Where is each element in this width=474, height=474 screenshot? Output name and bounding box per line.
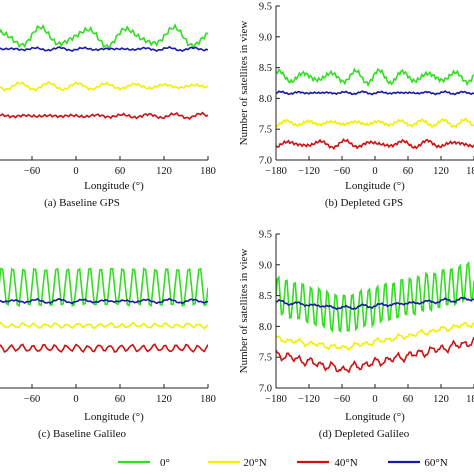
y-tick-label: 7.5 — [259, 353, 272, 364]
y-axis-label: Number of satellites in view — [238, 21, 250, 146]
series-line-c40 — [0, 343, 208, 353]
series-line-c0 — [276, 260, 474, 334]
x-tick-label: −60 — [24, 394, 40, 405]
series-line-c60 — [276, 89, 474, 96]
x-tick-label: 0 — [372, 394, 377, 405]
series-line-c0 — [276, 67, 474, 88]
panel-caption: (b) Depleted GPS — [325, 197, 403, 209]
y-tick-label: 8.5 — [259, 63, 272, 74]
x-tick-label: 180 — [466, 166, 474, 177]
x-axis-label: Longitude (°) — [345, 411, 405, 423]
x-tick-label: −60 — [24, 166, 40, 177]
series-line-c20 — [276, 321, 474, 352]
x-tick-label: 120 — [156, 394, 172, 405]
legend-label: 60°N — [424, 457, 447, 469]
y-tick-label: 7.5 — [259, 125, 272, 136]
panel-caption: (c) Baseline Galileo — [38, 428, 126, 440]
x-tick-label: 60 — [403, 166, 414, 177]
x-tick-label: −180 — [265, 394, 287, 405]
x-tick-label: −60 — [334, 394, 350, 405]
legend-label: 40°N — [334, 457, 357, 469]
x-tick-label: −120 — [298, 394, 320, 405]
legend-label: 20°N — [243, 457, 266, 469]
x-tick-label: 180 — [466, 394, 474, 405]
series-group — [276, 67, 474, 151]
series-line-c0 — [0, 23, 208, 51]
x-axis-label: Longitude (°) — [345, 180, 405, 192]
x-tick-label: 120 — [156, 166, 172, 177]
y-tick-label: 7.0 — [259, 384, 272, 395]
x-tick-label: 60 — [115, 394, 126, 405]
y-tick-label: 9.5 — [259, 2, 272, 13]
x-tick-label: −60 — [334, 166, 350, 177]
y-tick-label: 8.0 — [259, 94, 272, 105]
x-tick-label: 60 — [403, 394, 414, 405]
x-tick-label: 120 — [433, 394, 449, 405]
series-line-c40 — [276, 336, 474, 374]
x-tick-label: 0 — [73, 166, 78, 177]
x-tick-label: 0 — [372, 166, 377, 177]
y-tick-label: 9.0 — [259, 32, 272, 43]
x-tick-label: 120 — [433, 166, 449, 177]
y-tick-label: 9.0 — [259, 260, 272, 271]
y-tick-label: 9.5 — [259, 230, 272, 241]
x-tick-label: −120 — [298, 166, 320, 177]
legend-label: 0° — [160, 457, 170, 469]
y-tick-label: 8.5 — [259, 291, 272, 302]
series-line-c40 — [0, 111, 208, 121]
panel-1: −180 −120 −60 0 60 120 180 7.0 7.5 8.0 8.5 9.0 9.5 Lo… — [238, 2, 474, 209]
panel-3: −180 −120 −60 0 60 120 180 7.0 7.5 8.0 8.5 9.0 9.5 Lo… — [238, 230, 474, 440]
series-line-c20 — [276, 116, 474, 129]
panel-caption: (a) Baseline GPS — [44, 197, 120, 209]
x-tick-label: 180 — [200, 166, 216, 177]
series-line-c60 — [0, 297, 208, 305]
series-line-c60 — [0, 45, 208, 53]
series-line-c20 — [0, 321, 208, 330]
x-tick-label: −180 — [265, 166, 287, 177]
y-tick-label: 7.0 — [259, 156, 272, 167]
series-line-c40 — [276, 138, 474, 151]
x-tick-label: 180 — [200, 394, 216, 405]
panel-caption: (d) Depleted Galileo — [319, 428, 410, 440]
legend: 0° 20°N 40°N 60°N — [118, 457, 448, 469]
series-line-c20 — [0, 80, 208, 92]
x-tick-label: 60 — [115, 166, 126, 177]
series-group — [0, 23, 208, 121]
y-axis-label: Number of satellites in view — [238, 249, 250, 374]
series-line-c0 — [0, 267, 208, 308]
series-line-c60 — [276, 296, 474, 311]
y-tick-label: 8.0 — [259, 322, 272, 333]
x-axis-label: Longitude (°) — [84, 411, 144, 423]
series-group — [0, 267, 208, 353]
series-group — [276, 260, 474, 374]
x-tick-label: 0 — [73, 394, 78, 405]
x-axis-label: Longitude (°) — [84, 180, 144, 192]
